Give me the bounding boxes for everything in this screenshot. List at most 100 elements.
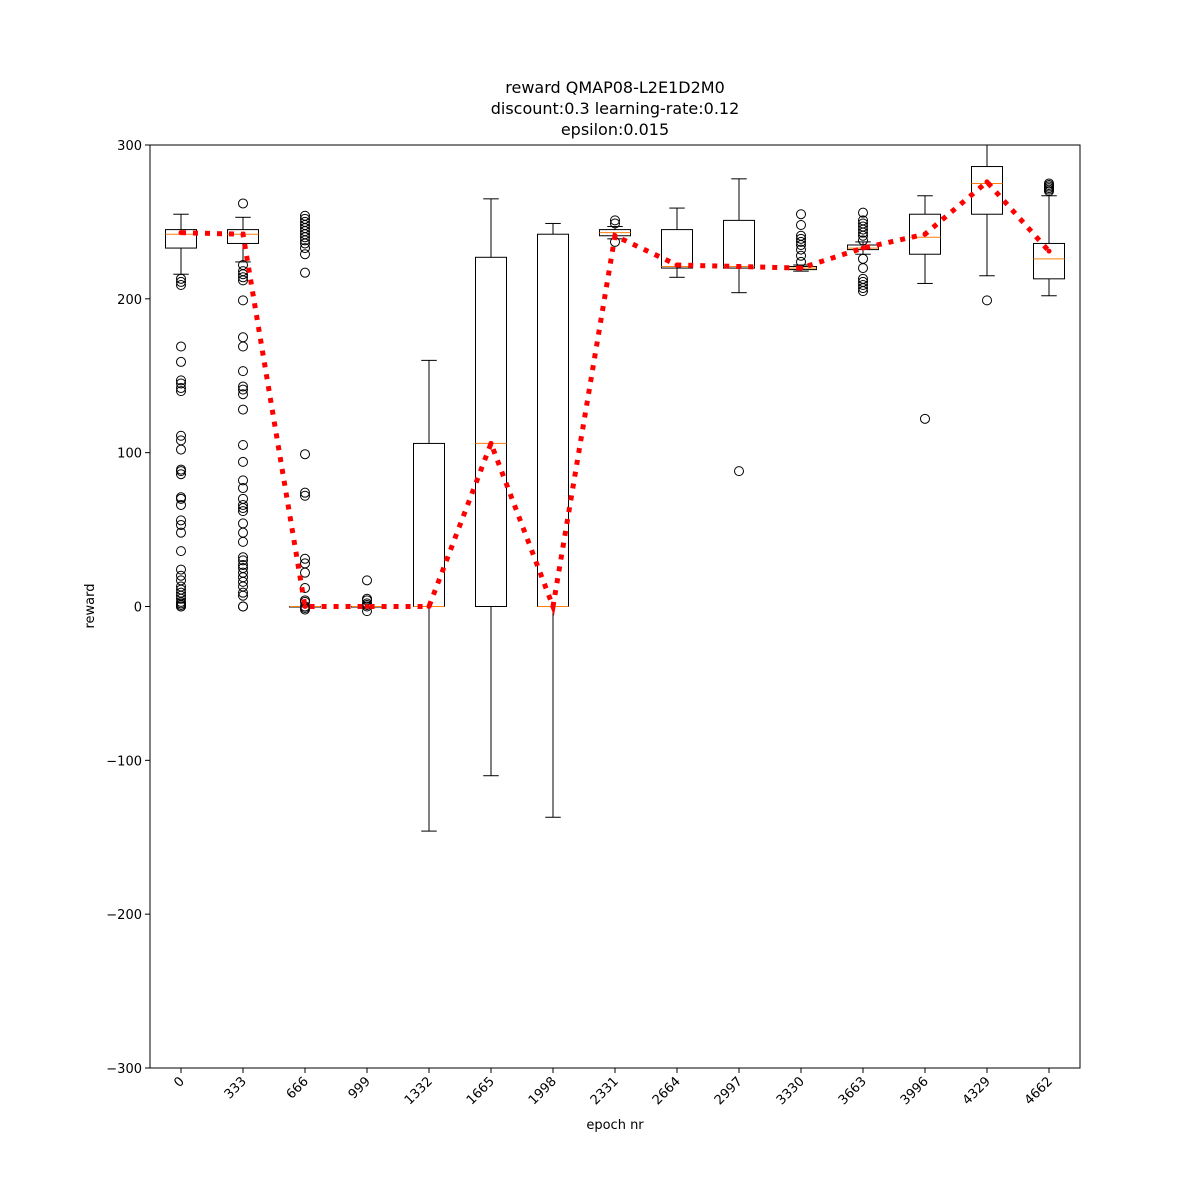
box	[1033, 242, 1065, 280]
outlier-point	[238, 384, 248, 395]
x-tick-label: 4329	[960, 1074, 994, 1108]
outlier-point	[176, 341, 186, 352]
outlier-point	[300, 449, 310, 460]
chart-title-line-1: reward QMAP08-L2E1D2M0	[505, 78, 725, 97]
outlier-point	[176, 276, 186, 287]
y-tick-label: 0	[134, 601, 142, 616]
y-tick-label: −200	[106, 908, 142, 923]
outlier-point	[858, 253, 868, 264]
outlier-point	[238, 404, 248, 415]
outlier-point	[176, 499, 186, 510]
outlier-point	[300, 213, 310, 224]
outlier-point	[238, 518, 248, 529]
box	[661, 229, 693, 269]
box-plot	[723, 178, 755, 477]
mean-point	[550, 604, 556, 609]
mean-point	[736, 264, 742, 270]
outlier-point	[176, 430, 186, 441]
box	[723, 219, 755, 269]
outlier-point	[920, 413, 930, 424]
outlier-point	[176, 435, 186, 446]
outlier-point	[238, 563, 248, 574]
outlier-point	[176, 515, 186, 526]
mean-point	[1046, 248, 1052, 254]
x-tick-label: 2997	[712, 1074, 746, 1108]
outlier-point	[176, 383, 186, 394]
outlier-point	[176, 519, 186, 530]
mean-point	[984, 179, 990, 185]
x-tick-label: 666	[284, 1074, 312, 1102]
x-tick-label: 3996	[898, 1074, 932, 1108]
outlier-point	[238, 552, 248, 563]
outlier-point	[238, 332, 248, 343]
outlier-point	[300, 243, 310, 254]
mean-point	[178, 230, 184, 236]
outlier-point	[858, 221, 868, 232]
outlier-point	[176, 587, 186, 598]
outlier-point	[238, 366, 248, 377]
outlier-point	[610, 218, 620, 229]
outlier-point	[858, 235, 868, 246]
outlier-point	[238, 527, 248, 538]
box-plot	[537, 222, 569, 818]
y-tick-label: −300	[106, 1062, 142, 1077]
box	[227, 229, 259, 244]
y-tick-label: 200	[117, 293, 142, 308]
box	[971, 166, 1003, 215]
outlier-point	[300, 487, 310, 498]
x-tick-label: 1998	[526, 1074, 560, 1108]
x-tick-label: 3330	[774, 1074, 808, 1108]
outlier-point	[982, 295, 992, 306]
outlier-point	[238, 272, 248, 283]
mean-point	[798, 265, 804, 271]
box	[537, 233, 569, 607]
y-tick-label: 100	[117, 447, 142, 462]
outlier-point	[176, 273, 186, 284]
outlier-point	[734, 466, 744, 477]
x-tick-label: 0	[171, 1074, 187, 1090]
mean-point	[922, 231, 928, 237]
box	[165, 229, 197, 249]
outlier-point	[176, 356, 186, 367]
outlier-point	[176, 492, 186, 503]
outlier-point	[300, 558, 310, 569]
mean-point	[612, 233, 618, 239]
outlier-point	[858, 215, 868, 226]
outlier-point	[176, 469, 186, 480]
outlier-point	[238, 559, 248, 570]
y-tick-label: −100	[106, 754, 142, 769]
mean-point	[240, 231, 246, 237]
outlier-point	[858, 207, 868, 218]
outlier-point	[238, 259, 248, 270]
box-plot	[909, 195, 941, 424]
x-axis-label: epoch nr	[586, 1118, 644, 1133]
x-tick-label: 3663	[836, 1074, 870, 1108]
box-plot	[475, 198, 507, 777]
outlier-point	[176, 581, 186, 592]
outlier-point	[238, 341, 248, 352]
box-plot	[351, 575, 383, 617]
outlier-point	[238, 567, 248, 578]
outlier-point	[300, 210, 310, 221]
outlier-point	[858, 279, 868, 290]
mean-point	[302, 604, 308, 609]
outlier-point	[238, 475, 248, 486]
box-plot	[1033, 178, 1065, 297]
outlier-point	[176, 375, 186, 386]
outlier-point	[238, 506, 248, 517]
outlier-point	[176, 546, 186, 557]
outlier-point	[238, 439, 248, 450]
outlier-point	[176, 279, 186, 290]
box-plot	[165, 213, 197, 612]
box-plot	[971, 144, 1003, 306]
outlier-point	[176, 527, 186, 538]
outlier-point	[238, 587, 248, 598]
outlier-point	[858, 273, 868, 284]
box	[475, 256, 507, 607]
outlier-point	[796, 244, 806, 255]
mean-point	[426, 604, 432, 609]
outlier-point	[300, 553, 310, 564]
box-plot	[413, 359, 445, 832]
